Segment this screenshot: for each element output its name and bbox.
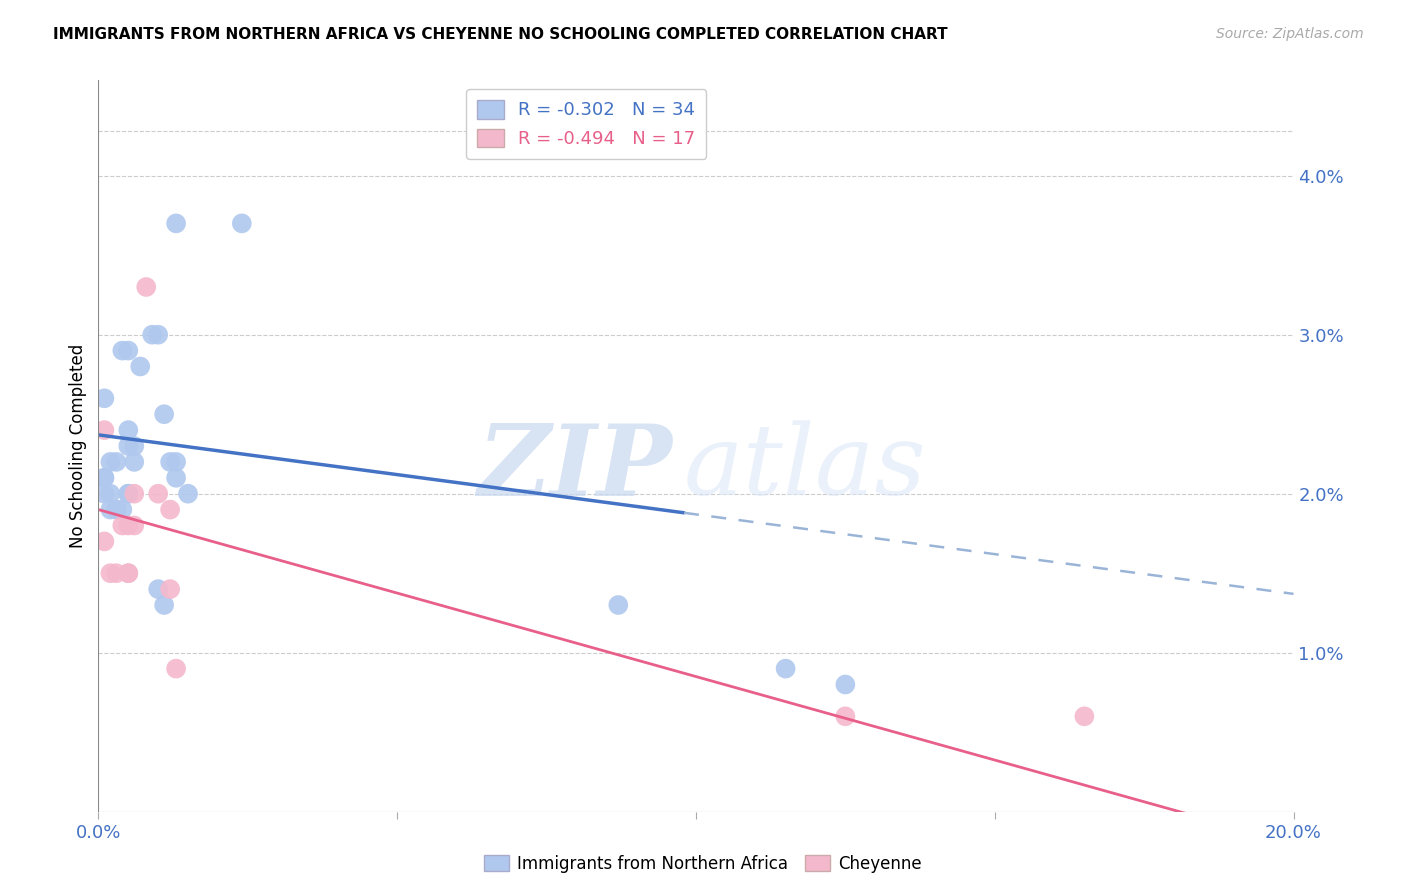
Point xyxy=(117,423,139,437)
Point xyxy=(117,518,139,533)
Point xyxy=(98,502,122,516)
Point xyxy=(98,455,122,469)
Text: Source: ZipAtlas.com: Source: ZipAtlas.com xyxy=(1216,27,1364,41)
Point xyxy=(148,327,170,342)
Point xyxy=(607,598,630,612)
Point xyxy=(159,502,181,516)
Point xyxy=(834,677,856,691)
Point xyxy=(117,486,139,500)
Point xyxy=(98,486,122,500)
Point xyxy=(135,280,157,294)
Point xyxy=(111,502,134,516)
Point xyxy=(141,327,163,342)
Text: atlas: atlas xyxy=(685,420,927,516)
Point xyxy=(834,709,856,723)
Legend: Immigrants from Northern Africa, Cheyenne: Immigrants from Northern Africa, Cheyenn… xyxy=(478,848,928,880)
Point xyxy=(117,439,139,453)
Point xyxy=(153,407,176,421)
Point xyxy=(165,216,187,230)
Point xyxy=(159,455,181,469)
Point xyxy=(111,518,134,533)
Point xyxy=(159,582,181,596)
Point xyxy=(93,471,115,485)
Point xyxy=(105,502,128,516)
Point xyxy=(165,455,187,469)
Point xyxy=(775,662,797,676)
Point xyxy=(117,566,139,581)
Point xyxy=(231,216,253,230)
Point xyxy=(93,392,115,406)
Point xyxy=(153,598,176,612)
Point xyxy=(117,343,139,358)
Point xyxy=(105,566,128,581)
Point xyxy=(124,439,146,453)
Point xyxy=(148,582,170,596)
Point xyxy=(93,534,115,549)
Text: IMMIGRANTS FROM NORTHERN AFRICA VS CHEYENNE NO SCHOOLING COMPLETED CORRELATION C: IMMIGRANTS FROM NORTHERN AFRICA VS CHEYE… xyxy=(53,27,948,42)
Point xyxy=(148,486,170,500)
Point xyxy=(165,662,187,676)
Point xyxy=(129,359,152,374)
Point xyxy=(117,566,139,581)
Point xyxy=(93,486,115,500)
Point xyxy=(177,486,200,500)
Point xyxy=(93,471,115,485)
Point xyxy=(117,486,139,500)
Point xyxy=(165,471,187,485)
Point xyxy=(124,518,146,533)
Point xyxy=(105,502,128,516)
Point xyxy=(98,566,122,581)
Point xyxy=(105,455,128,469)
Point xyxy=(111,343,134,358)
Y-axis label: No Schooling Completed: No Schooling Completed xyxy=(69,344,87,548)
Point xyxy=(1073,709,1095,723)
Point xyxy=(124,455,146,469)
Point xyxy=(93,423,115,437)
Point xyxy=(124,486,146,500)
Text: ZIP: ZIP xyxy=(477,420,672,516)
Legend: R = -0.302   N = 34, R = -0.494   N = 17: R = -0.302 N = 34, R = -0.494 N = 17 xyxy=(465,89,706,159)
